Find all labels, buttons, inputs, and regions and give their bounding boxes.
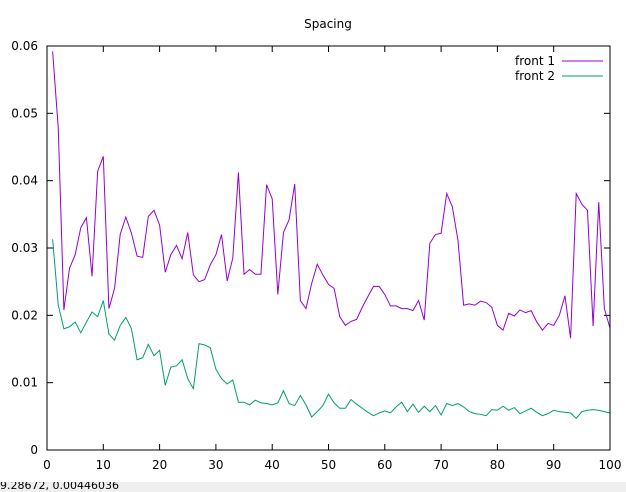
x-tick-label: 30 bbox=[208, 458, 223, 472]
cursor-coordinates: 9.28672, 0.00446036 bbox=[0, 482, 119, 492]
series-line-front-1 bbox=[52, 51, 611, 339]
y-tick-label: 0.05 bbox=[11, 106, 38, 120]
y-tick-label: 0.04 bbox=[11, 174, 38, 188]
plot-frame bbox=[46, 45, 611, 451]
y-tick-label: 0.03 bbox=[11, 241, 38, 255]
x-tick-label: 20 bbox=[152, 458, 167, 472]
x-tick-label: 70 bbox=[433, 458, 448, 472]
legend-label: front 1 bbox=[515, 54, 555, 68]
x-tick-label: 10 bbox=[96, 458, 111, 472]
x-tick-label: 90 bbox=[546, 458, 561, 472]
y-tick-label: 0.01 bbox=[11, 376, 38, 390]
x-tick-label: 100 bbox=[599, 458, 622, 472]
status-bar: 9.28672, 0.00446036 bbox=[0, 482, 626, 492]
y-tick-label: 0 bbox=[30, 443, 38, 457]
spacing-chart: Spacing 0 10 20 30 40 50 60 70 80 90 100 0 0.01 0.02 0… bbox=[11, 17, 622, 472]
x-tick-label: 50 bbox=[321, 458, 336, 472]
y-tick-label: 0.06 bbox=[11, 39, 38, 53]
x-tick-label: 40 bbox=[265, 458, 280, 472]
chart-title: Spacing bbox=[304, 17, 352, 31]
x-tick-label: 0 bbox=[43, 458, 51, 472]
legend-label: front 2 bbox=[515, 69, 555, 83]
series-line-front-2 bbox=[52, 239, 611, 420]
x-tick-label: 60 bbox=[377, 458, 392, 472]
x-tick-label: 80 bbox=[490, 458, 505, 472]
y-tick-label: 0.02 bbox=[11, 308, 38, 322]
